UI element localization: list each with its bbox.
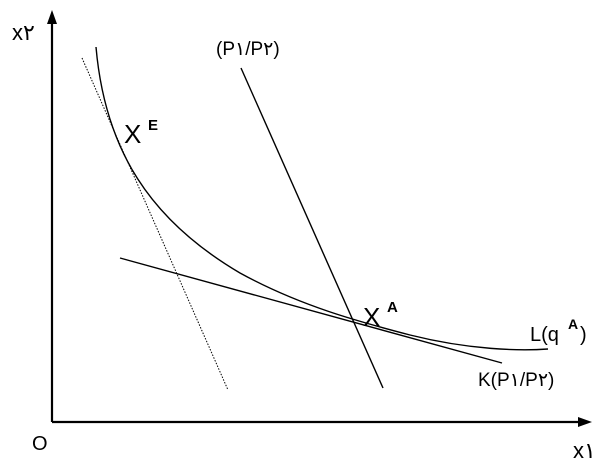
steep-price-line-label: (P۱/P۲): [216, 39, 280, 60]
point-autarky-superscript: A: [387, 299, 398, 316]
point-autarky-label: X: [363, 302, 380, 332]
budget-line: [119, 257, 503, 364]
steep-price-line: [240, 67, 384, 389]
axes: [47, 10, 592, 427]
budget-line-label: K(P۱/P۲): [478, 370, 554, 391]
point-equilibrium-superscript: E: [148, 117, 158, 134]
x-axis-label: x۱: [573, 438, 595, 463]
indifference-curve-superscript: A: [568, 316, 578, 332]
origin-label: O: [32, 433, 48, 455]
indifference-curve-label-group: L(q A ): [530, 316, 587, 346]
indifference-curve-label-close: ): [580, 324, 587, 346]
indifference-curve-label: L(q: [530, 324, 559, 346]
point-equilibrium-label: X: [124, 119, 141, 149]
dotted-tangent-line: [81, 57, 229, 391]
point-equilibrium: X E: [124, 117, 158, 149]
y-axis-label: x۲: [12, 20, 35, 45]
indifference-curve: [95, 46, 549, 351]
x-axis-arrow-icon: [578, 417, 592, 427]
y-axis-arrow-icon: [47, 10, 57, 24]
point-autarky: X A: [363, 299, 398, 332]
